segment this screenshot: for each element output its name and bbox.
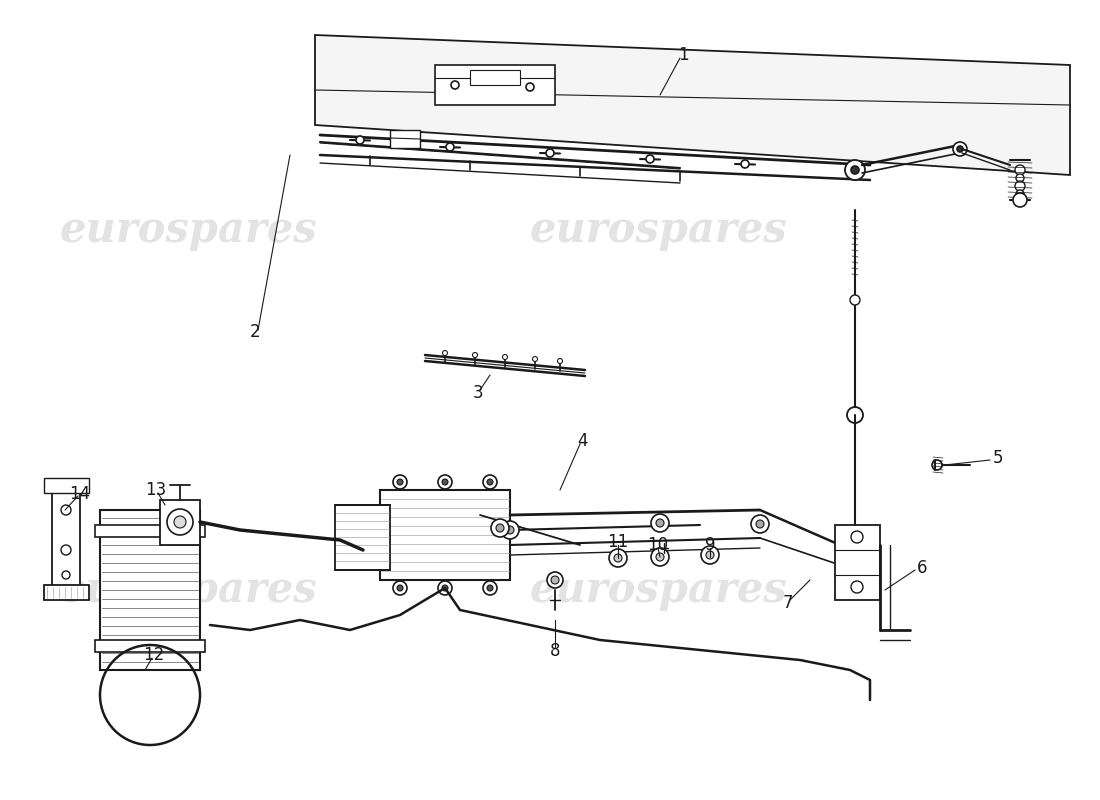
Text: 14: 14 — [69, 485, 90, 503]
Circle shape — [551, 576, 559, 584]
Circle shape — [487, 479, 493, 485]
Circle shape — [532, 357, 538, 362]
Text: 9: 9 — [705, 536, 715, 554]
Circle shape — [558, 358, 562, 363]
Circle shape — [701, 546, 719, 564]
Circle shape — [932, 460, 942, 470]
Circle shape — [491, 519, 509, 537]
Circle shape — [500, 521, 519, 539]
Circle shape — [1013, 193, 1027, 207]
Circle shape — [851, 581, 864, 593]
Circle shape — [741, 160, 749, 168]
Text: eurospares: eurospares — [60, 209, 318, 251]
Circle shape — [356, 136, 364, 144]
Circle shape — [506, 526, 514, 534]
Circle shape — [496, 524, 504, 532]
Circle shape — [1015, 165, 1025, 175]
Text: 13: 13 — [145, 481, 166, 499]
Text: 4: 4 — [576, 432, 587, 450]
Circle shape — [850, 295, 860, 305]
Bar — [835, 525, 880, 600]
Circle shape — [651, 548, 669, 566]
Circle shape — [851, 166, 859, 174]
Circle shape — [397, 479, 403, 485]
Circle shape — [487, 585, 493, 591]
Circle shape — [397, 585, 403, 591]
Circle shape — [614, 554, 622, 562]
Text: eurospares: eurospares — [530, 209, 788, 251]
Text: 7: 7 — [783, 594, 793, 612]
Circle shape — [438, 581, 452, 595]
Polygon shape — [315, 35, 1070, 175]
Circle shape — [451, 81, 459, 89]
Circle shape — [483, 475, 497, 489]
Circle shape — [957, 146, 962, 152]
Circle shape — [547, 572, 563, 588]
Circle shape — [953, 142, 967, 156]
Bar — [390, 130, 420, 148]
Circle shape — [446, 143, 454, 151]
Bar — [470, 70, 520, 85]
Circle shape — [483, 581, 497, 595]
Circle shape — [167, 509, 192, 535]
Circle shape — [442, 479, 448, 485]
Text: 3: 3 — [473, 384, 483, 402]
Bar — [95, 640, 205, 652]
Circle shape — [546, 149, 554, 157]
Text: eurospares: eurospares — [60, 569, 318, 611]
Text: 8: 8 — [550, 642, 560, 660]
Circle shape — [393, 581, 407, 595]
Text: 1: 1 — [678, 46, 689, 64]
Text: 5: 5 — [993, 449, 1003, 467]
Circle shape — [442, 585, 448, 591]
Circle shape — [706, 551, 714, 559]
Circle shape — [847, 407, 864, 423]
Bar — [160, 500, 200, 545]
Circle shape — [845, 160, 865, 180]
Bar — [379, 490, 510, 580]
Circle shape — [646, 155, 654, 163]
Text: 11: 11 — [607, 533, 628, 551]
Circle shape — [174, 516, 186, 528]
Circle shape — [438, 475, 452, 489]
Circle shape — [62, 571, 70, 579]
Circle shape — [473, 353, 477, 358]
Circle shape — [609, 549, 627, 567]
Circle shape — [756, 520, 764, 528]
Bar — [52, 490, 80, 590]
Circle shape — [503, 354, 507, 359]
Circle shape — [651, 514, 669, 532]
Circle shape — [60, 505, 72, 515]
Circle shape — [393, 475, 407, 489]
Bar — [44, 585, 89, 600]
Circle shape — [1015, 181, 1025, 191]
Circle shape — [656, 553, 664, 561]
Text: 10: 10 — [648, 536, 669, 554]
Circle shape — [751, 515, 769, 533]
Bar — [44, 478, 89, 493]
Circle shape — [1016, 174, 1024, 182]
Bar — [95, 525, 205, 537]
Circle shape — [442, 350, 448, 355]
Text: 12: 12 — [143, 646, 165, 664]
Bar — [434, 65, 556, 105]
Text: eurospares: eurospares — [530, 569, 788, 611]
Text: 6: 6 — [917, 559, 927, 577]
Circle shape — [60, 545, 72, 555]
Circle shape — [1016, 190, 1024, 198]
Circle shape — [656, 519, 664, 527]
Bar — [100, 510, 200, 670]
Text: 2: 2 — [250, 323, 261, 341]
Circle shape — [851, 531, 864, 543]
Circle shape — [526, 83, 534, 91]
Bar — [336, 505, 390, 570]
